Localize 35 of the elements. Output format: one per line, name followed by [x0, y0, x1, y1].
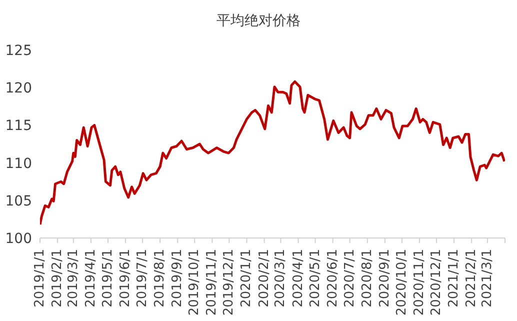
y-tick-label: 105 — [5, 193, 32, 210]
x-tick-label: 2019/10/1 — [187, 249, 202, 316]
x-tick-label: 2019/9/1 — [170, 249, 186, 308]
y-tick-label: 120 — [5, 80, 32, 97]
x-tick-label: 2020/2/1 — [256, 249, 272, 308]
x-tick-label: 2021/3/1 — [480, 249, 495, 308]
x-tick-label: 2020/7/1 — [342, 249, 358, 308]
x-tick-label: 2020/6/1 — [325, 249, 340, 308]
chart-title: 平均绝对价格 — [216, 12, 302, 30]
x-tick-label: 2020/10/1 — [394, 249, 410, 316]
x-tick-label: 2020/8/1 — [360, 249, 375, 308]
y-tick-label: 100 — [5, 230, 32, 247]
x-tick-label: 2020/12/1 — [428, 249, 444, 316]
x-tick-label: 2020/5/1 — [308, 249, 323, 308]
x-tick-label: 2019/1/1 — [32, 249, 48, 308]
x-tick-label: 2021/1/1 — [446, 249, 462, 308]
x-tick-label: 2019/6/1 — [118, 249, 134, 308]
x-tick-label: 2020/1/1 — [239, 249, 254, 308]
x-tick-label: 2020/3/1 — [273, 249, 288, 308]
x-tick-label: 2020/9/1 — [377, 249, 392, 308]
x-tick-label: 2019/11/1 — [204, 249, 220, 316]
x-tick-label: 2019/7/1 — [135, 249, 150, 308]
x-tick-label: 2019/4/1 — [83, 249, 98, 308]
x-tick-label: 2019/5/1 — [100, 249, 116, 308]
x-tick-label: 2021/2/1 — [464, 249, 480, 308]
x-tick-label: 2019/12/1 — [222, 249, 237, 316]
y-tick-label: 125 — [5, 42, 32, 59]
x-tick-label: 2019/8/1 — [152, 249, 168, 308]
x-tick-label: 2019/2/1 — [50, 249, 66, 308]
x-tick-label: 2019/3/1 — [66, 249, 81, 308]
x-tick-label: 2020/11/1 — [412, 249, 427, 316]
line-series — [40, 80, 505, 226]
x-tick-label: 2020/4/1 — [290, 249, 306, 308]
y-tick-label: 110 — [5, 156, 32, 172]
y-tick-label: 115 — [5, 118, 32, 134]
